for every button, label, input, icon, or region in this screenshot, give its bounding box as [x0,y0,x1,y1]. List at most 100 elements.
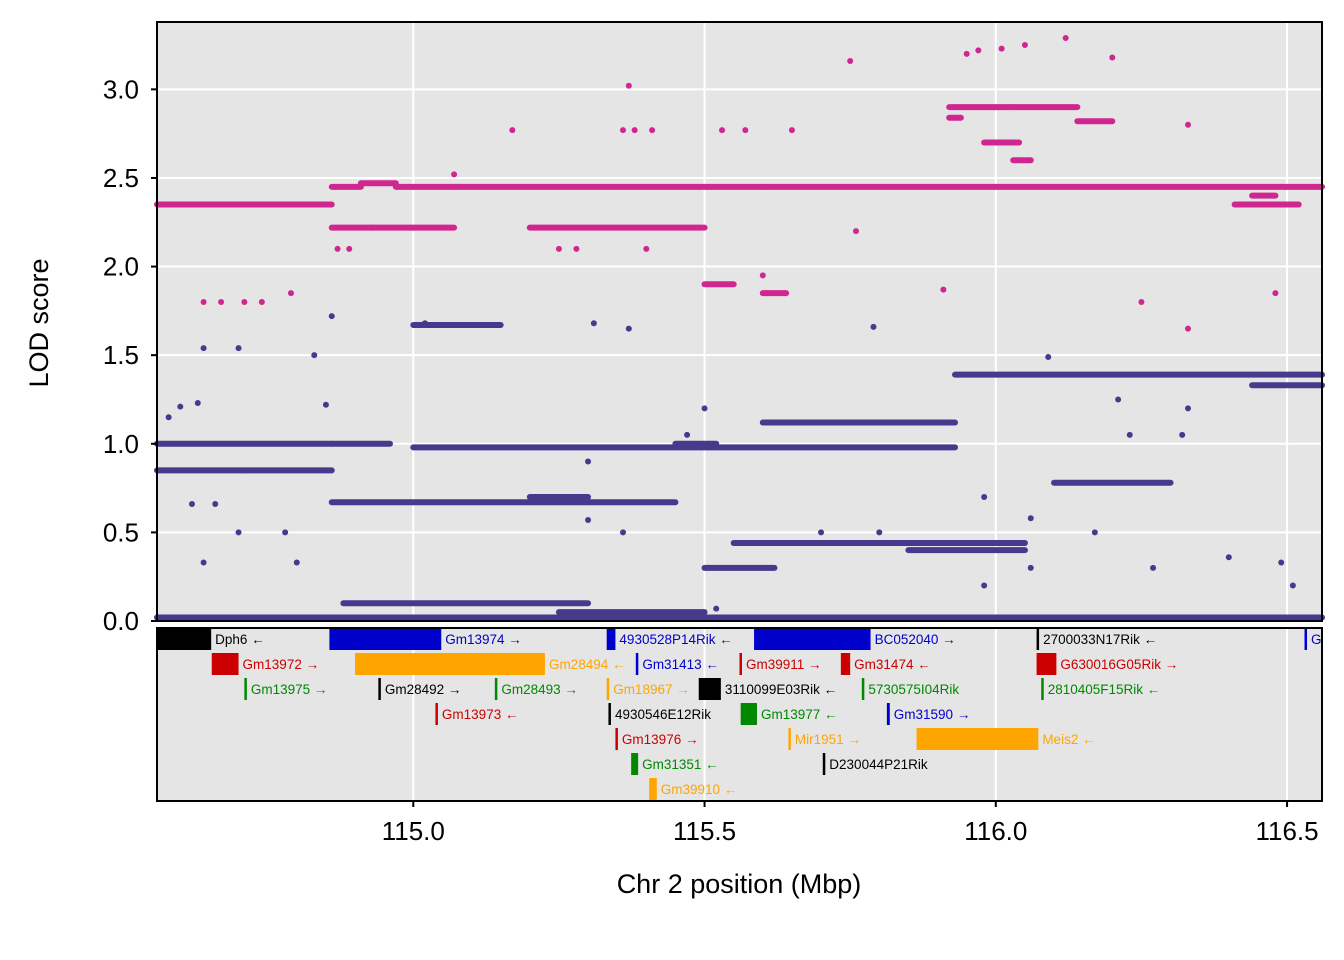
gene-gm31351: Gm31351 ← [631,753,719,775]
lod-point [1185,405,1192,412]
gene-body [1304,628,1308,650]
lod-point [788,127,795,134]
x-tick-label: 115.0 [382,816,445,846]
gene-track-panel: Dph6 ← Gm13974 → 4930528P14Rik ← BC052040 →… [157,628,1322,801]
lod-point [218,299,225,306]
gene-gm13973: Gm13973 ← [435,703,518,725]
gene-d230044p21rik: D230044P21Rik [822,753,928,775]
gene-gm13974: Gm13974 → [329,628,522,650]
gene-gm31474: Gm31474 ← [840,653,931,675]
gene-panel-frame [156,627,1323,802]
lod-point [200,299,207,306]
gene-label: Gm31590 → [894,707,971,722]
gene-label: 4930546E12Rik [615,707,711,722]
lod-point [241,299,248,306]
lod-panel-frame [156,21,1323,622]
lod-point [235,529,242,536]
lod-point [981,493,988,500]
lod-point [282,529,289,536]
y-tick-label: 2.5 [103,163,139,193]
lod-point [625,82,632,89]
gene-label: Gm13974 → [445,632,522,647]
gene-body [754,628,871,650]
lod-point [818,529,825,536]
lod-point [1138,299,1145,306]
gene-body [244,678,247,700]
lod-point [165,414,172,421]
lod-point [620,529,626,536]
gene-g630016g05rik: G630016G05Rik → [1036,653,1178,675]
lod-point [963,50,970,57]
lod-point [194,400,201,407]
lod-point [235,345,242,352]
lod-point [1027,564,1034,571]
lod-point [177,403,184,410]
gene-label: Gm28494 ← [549,657,626,672]
gene-gm31413: Gm31413 ← [635,653,719,675]
gene-label: Gm13977 ← [761,707,838,722]
lod-point [421,320,428,327]
lod-point [730,564,737,571]
gene-gm13977: Gm13977 ← [740,703,838,725]
gene-body [861,678,865,700]
lod-point [620,127,626,134]
gene-body [615,728,618,750]
gene-label: Gm13973 ← [442,707,519,722]
gene-meis2: Meis2 ← [916,728,1096,750]
gene-body [698,678,721,700]
lod-point [328,313,335,320]
lod-point [1126,431,1133,438]
lod-point [853,228,859,235]
y-axis-label: LOD score [24,258,54,387]
gene-body [740,703,757,725]
gene-3110099e03rik: 3110099E03Rik ← [698,678,837,700]
gene-label: Meis2 ← [1042,732,1095,747]
gene-4930528p14rik: 4930528P14Rik ← [606,628,733,650]
lod-point [555,245,562,252]
lod-point [188,501,195,508]
gene-body [378,678,381,700]
gene-gm13972: Gm13972 → [211,653,319,675]
x-axis-label: Chr 2 position (Mbp) [617,869,862,899]
y-tick-label: 0.0 [103,606,139,636]
gene-label: G [1311,632,1322,647]
lod-point [509,127,516,134]
gene-label: 2810405F15Rik ← [1048,682,1161,697]
lod-point [1062,34,1069,41]
lod-point [293,559,300,566]
lod-plot-panel [154,22,1325,622]
lod-point [847,57,854,64]
gene-body [635,653,639,675]
lod-point [585,458,592,465]
y-tick-label: 3.0 [103,74,139,104]
gene-g: G [1304,628,1322,650]
gene-body [788,728,791,750]
gene-body [435,703,438,725]
gene-gm13976: Gm13976 → [615,728,698,750]
y-tick-label: 0.5 [103,517,139,547]
gene-body [355,653,545,675]
lod-point [1045,353,1052,360]
lod-point [1115,396,1122,403]
gene-body [494,678,498,700]
gene-label: Gm39910 ← [661,782,738,797]
gene-gm28493: Gm28493 → [494,678,578,700]
gene-label: 3110099E03Rik ← [725,682,837,697]
lod-point [759,272,766,279]
lod-point [311,352,318,359]
gene-label: G630016G05Rik → [1060,657,1178,672]
gene-label: Gm31474 ← [854,657,931,672]
gene-body [211,653,239,675]
series-1 [154,34,1325,332]
gene-2810405f15rik: 2810405F15Rik ← [1041,678,1160,700]
lod-point [585,516,592,523]
gene-label: Gm28493 → [501,682,578,697]
gene-label: 4930528P14Rik ← [619,632,732,647]
lod-point [701,405,708,412]
axes: 0.0 0.5 1.0 1.5 2.0 2.5 3.0 115.0 115.5 116.0 116.… [103,21,1323,846]
gene-body [886,703,890,725]
lod-point [287,290,294,297]
lod-point [1289,582,1296,589]
gene-bc052040: BC052040 → [754,628,956,650]
gene-label: Mir1951 → [795,732,861,747]
